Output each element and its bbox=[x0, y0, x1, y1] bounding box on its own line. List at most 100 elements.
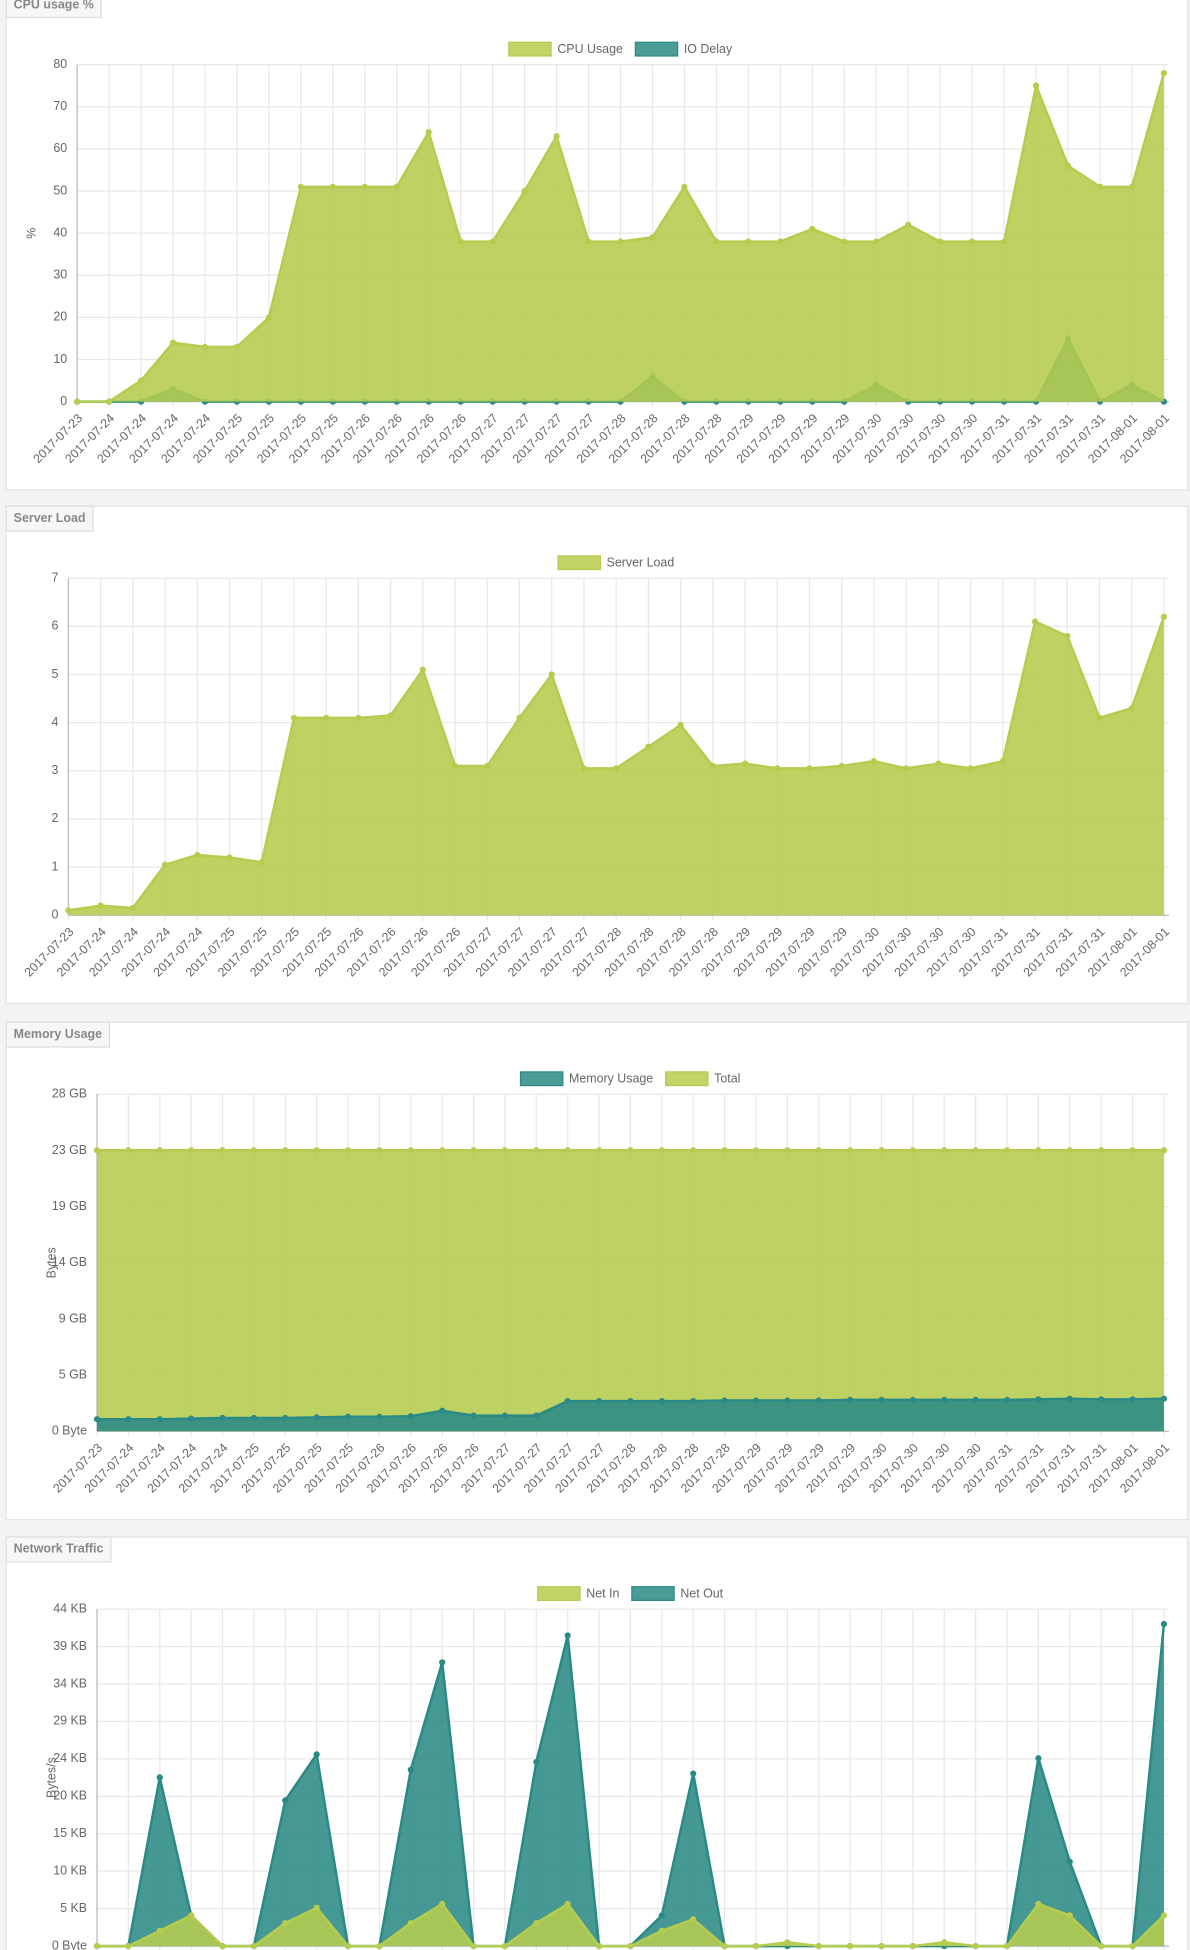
y-tick-label: 44 KB bbox=[53, 1601, 87, 1615]
data-point bbox=[903, 765, 910, 772]
data-point bbox=[470, 1412, 477, 1419]
data-point bbox=[878, 1396, 885, 1404]
data-point bbox=[741, 760, 749, 767]
data-point bbox=[1098, 1942, 1105, 1950]
panel-tab bbox=[5, 505, 94, 532]
data-point bbox=[1035, 1396, 1042, 1403]
data-point bbox=[941, 1396, 948, 1404]
legend-label: Server Load bbox=[607, 556, 675, 570]
legend-label: CPU Usage bbox=[557, 42, 623, 56]
data-point bbox=[999, 758, 1006, 765]
legend: Net In Net Out bbox=[537, 1586, 724, 1602]
legend: Memory Usage Total bbox=[519, 1071, 740, 1087]
legend-swatch bbox=[631, 1586, 675, 1602]
y-tick-label: 9 GB bbox=[59, 1311, 87, 1325]
data-point bbox=[1128, 183, 1136, 190]
data-point bbox=[376, 1413, 383, 1420]
y-tick-label: 24 KB bbox=[53, 1751, 87, 1765]
data-point bbox=[125, 1942, 132, 1950]
data-point bbox=[282, 1797, 289, 1804]
data-point bbox=[361, 183, 368, 190]
data-point bbox=[125, 1416, 132, 1423]
y-tick-label: 30 bbox=[53, 268, 67, 282]
data-point bbox=[501, 1147, 509, 1154]
legend-label: Total bbox=[714, 1072, 740, 1086]
data-point bbox=[784, 1939, 791, 1946]
y-tick-label: 6 bbox=[52, 619, 59, 633]
data-point bbox=[658, 1398, 665, 1405]
data-point bbox=[451, 762, 459, 770]
data-point bbox=[935, 760, 942, 767]
data-point bbox=[233, 343, 241, 350]
y-tick-label: 80 bbox=[53, 57, 67, 71]
data-point bbox=[188, 1147, 195, 1154]
y-tick-label: 10 KB bbox=[53, 1863, 87, 1877]
data-point bbox=[645, 743, 652, 750]
chart-panel: Memory Usage 0 Byte 5 GB 9 GB 14 GB 19 GB 23 G… bbox=[5, 1021, 1189, 1521]
y-tick-label: 40 bbox=[53, 225, 67, 239]
data-point bbox=[1098, 1147, 1105, 1154]
data-point bbox=[1003, 1396, 1011, 1404]
data-point bbox=[156, 1147, 163, 1154]
y-tick-label: 23 GB bbox=[52, 1143, 87, 1157]
data-point bbox=[419, 666, 426, 673]
data-point bbox=[690, 1916, 697, 1923]
data-point bbox=[815, 1397, 822, 1404]
y-tick-label: 19 GB bbox=[52, 1199, 87, 1213]
y-tick-label: 70 bbox=[53, 99, 67, 113]
data-point bbox=[376, 1147, 383, 1154]
data-point bbox=[407, 1766, 414, 1773]
y-tick-label: 0 bbox=[52, 907, 59, 921]
data-point bbox=[1160, 1912, 1168, 1919]
data-point bbox=[1098, 1396, 1105, 1403]
data-point bbox=[313, 1904, 320, 1911]
data-point bbox=[784, 1147, 791, 1154]
data-point bbox=[815, 1147, 822, 1154]
data-point bbox=[1031, 618, 1039, 625]
data-point bbox=[188, 1912, 195, 1919]
data-point bbox=[838, 762, 845, 770]
data-point bbox=[847, 1396, 854, 1404]
data-point bbox=[137, 377, 145, 384]
data-point bbox=[290, 714, 298, 721]
data-point bbox=[548, 671, 555, 678]
data-point bbox=[649, 234, 656, 241]
data-point bbox=[873, 238, 880, 245]
data-point bbox=[282, 1147, 289, 1154]
data-point bbox=[784, 1397, 791, 1404]
chart-panel: Server Load012345672017-07-232017-07-242… bbox=[5, 505, 1189, 1005]
data-point bbox=[344, 1413, 352, 1420]
legend-swatch bbox=[665, 1071, 709, 1087]
data-point bbox=[1003, 1147, 1011, 1154]
data-point bbox=[194, 851, 201, 859]
data-point bbox=[73, 398, 81, 405]
data-point bbox=[387, 712, 394, 719]
data-point bbox=[156, 1927, 163, 1934]
panel bbox=[5, 505, 1189, 1005]
y-tick-label: 4 bbox=[52, 715, 59, 729]
legend-label: Net Out bbox=[680, 1586, 723, 1600]
y-tick-label: 50 bbox=[53, 183, 67, 197]
data-point bbox=[501, 1412, 509, 1419]
data-point bbox=[909, 1396, 916, 1404]
legend: CPU Usage IO Delay bbox=[508, 41, 733, 57]
y-tick-label: 3 bbox=[52, 763, 59, 777]
data-point bbox=[878, 1942, 885, 1950]
data-point bbox=[937, 238, 944, 245]
data-point bbox=[709, 762, 716, 770]
data-point bbox=[105, 398, 113, 405]
data-point bbox=[658, 1927, 665, 1934]
panel-title: CPU usage % bbox=[14, 0, 94, 11]
legend-label: Memory Usage bbox=[569, 1072, 653, 1086]
data-point bbox=[681, 183, 688, 190]
panel-tab bbox=[5, 1536, 112, 1563]
data-point bbox=[847, 1147, 854, 1154]
legend-label: Net In bbox=[586, 1586, 619, 1600]
data-point bbox=[93, 1416, 101, 1423]
data-point bbox=[564, 1900, 571, 1908]
panel-title: Memory Usage bbox=[14, 1027, 102, 1041]
data-point bbox=[470, 1147, 477, 1154]
y-tick-label: 0 bbox=[60, 394, 67, 408]
